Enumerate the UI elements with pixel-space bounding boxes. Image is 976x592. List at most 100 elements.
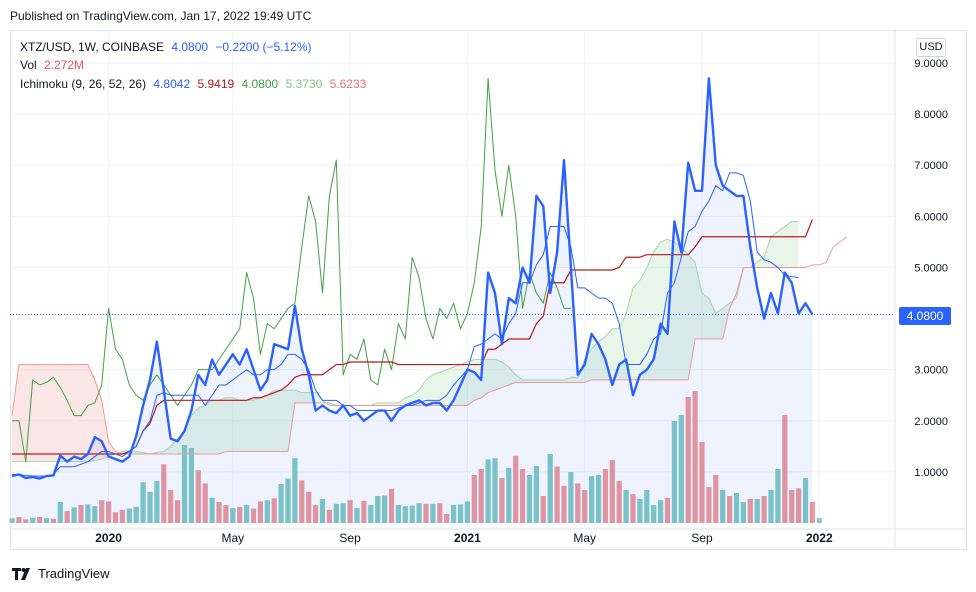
cloud-segment [784,221,792,268]
x-tick-label: 2021 [454,531,481,545]
cloud-segment [191,408,199,454]
volume-bar [513,455,519,523]
volume-bar [782,415,788,523]
cloud-segment [432,372,440,406]
cloud-segment [446,367,454,406]
volume-bar [485,459,491,523]
cloud-segment [246,400,254,452]
volume-bar [202,483,208,523]
cloud-segment [488,359,495,393]
volume-bar [568,472,574,523]
cloud-segment [232,397,240,452]
volume-bar [678,415,684,523]
volume-bar [775,469,781,523]
volume-bar [416,503,422,523]
volume-bar [554,466,560,523]
volume-bar [692,391,698,523]
cloud-segment [764,236,771,268]
legend-ichimoku-lead-b: 5.6233 [329,77,367,91]
series-lines [10,77,895,523]
legend-ichimoku-conversion: 4.8042 [153,77,191,91]
ichimoku-cloud [12,221,799,462]
volume-bar [540,496,546,523]
volume-bar [57,502,63,523]
volume-bar [561,485,567,523]
cloud-segment [53,364,61,462]
volume-bar [306,491,312,523]
cloud-segment [426,374,433,406]
volume-bar [313,505,319,523]
volume-bar [119,509,125,523]
volume-bar [582,490,588,523]
cloud-segment [660,239,668,380]
cloud-segment [474,359,482,401]
volume-bar [112,512,119,523]
volume-bar [809,502,815,523]
x-tick-label: Sep [691,531,713,545]
cloud-segment [239,400,247,452]
y-tick-label: 8.0000 [914,109,948,121]
x-tick-label: 2022 [806,531,833,545]
volume-bar [796,488,802,523]
volume-bar [340,503,346,523]
volume-bar [658,500,664,523]
y-tick-label: 3.0000 [914,365,948,377]
volume-bar [816,518,822,523]
volume-bar [457,504,464,523]
volume-bar [499,478,505,523]
cloud-segment [633,280,640,380]
x-tick-label: Sep [339,531,361,545]
volume-bar [671,421,677,523]
cloud-segment [391,402,399,406]
volume-bar [471,475,477,523]
volume-bar [409,505,415,523]
volume-bar [589,476,595,523]
volume-bar [368,505,374,523]
legend-vol-value: 2.272M [44,58,85,72]
volume-bar [664,497,671,523]
chart-frame[interactable] [10,30,967,550]
volume-bar [444,514,450,523]
volume-bar [547,454,553,523]
volume-bar [733,493,740,523]
volume-bar [623,490,629,523]
cloud-segment [626,287,633,380]
cloud-segment [32,364,40,462]
cloud-segment [646,252,654,380]
tradingview-brand[interactable]: TradingView [12,566,110,581]
volume-bar [154,481,160,523]
legend-vol-row: Vol 2.272M [20,58,88,72]
volume-bar [285,478,291,523]
x-tick-label: May [221,531,244,545]
volume-bar [361,500,367,523]
volume-bar [706,487,712,523]
volume-bar [395,505,401,523]
volume-bar [106,501,112,523]
cloud-segment [253,397,261,452]
y-tick-label: 2.0000 [914,416,948,428]
cloud-segment [60,364,68,462]
volume-bar [216,502,222,523]
volume-bar [802,478,809,523]
cloud-segment [543,379,551,383]
lagging-span-line [12,77,571,463]
volume-bars [9,391,822,523]
volume-bar [140,482,146,523]
grid-lines [10,31,895,527]
cloud-segment [170,438,178,454]
cloud-segment [39,364,47,462]
volume-bar [319,499,326,523]
volume-bar [609,460,615,523]
volume-bar [195,470,201,523]
cloud-segment [225,397,233,452]
legend-symbol-row: XTZ/USD, 1W, COINBASE 4.0800 −0.2200 (−5… [20,40,316,54]
currency-button[interactable]: USD [916,38,946,57]
brand-name: TradingView [38,566,110,581]
cloud-segment [495,359,502,391]
volume-bar [188,448,194,523]
cloud-segment [18,364,26,462]
volume-bar [533,466,539,523]
legend-ichimoku-lagging: 4.0800 [241,77,279,91]
volume-bar [23,519,29,523]
